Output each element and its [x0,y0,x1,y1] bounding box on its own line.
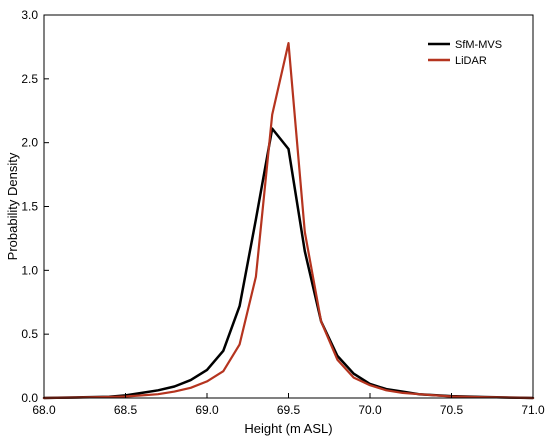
x-tick-label: 69.5 [277,403,301,417]
y-tick-label: 0.5 [21,327,38,341]
legend-label: SfM-MVS [455,39,502,51]
y-tick-label: 0.0 [21,391,38,405]
plot-marks [42,41,535,400]
series-line-sfm-mvs [42,127,535,400]
x-tick-label: 68.5 [114,403,138,417]
y-axis-label: Probability Density [5,152,20,260]
series-line-lidar [42,41,535,400]
x-axis-ticks: 68.0 68.5 69.0 69.5 70.0 70.5 71.0 [32,393,545,417]
x-tick-label: 70.5 [440,403,464,417]
y-tick-label: 1.0 [21,263,38,277]
y-axis-ticks: 0.0 0.5 1.0 1.5 2.0 2.5 3.0 [21,8,49,405]
y-tick-label: 1.5 [21,200,38,214]
x-tick-label: 68.0 [32,403,56,417]
x-tick-label: 70.0 [358,403,382,417]
x-axis-label: Height (m ASL) [244,421,332,436]
y-tick-label: 2.0 [21,136,38,150]
legend: SfM-MVS LiDAR [428,39,502,67]
x-tick-label: 69.0 [195,403,219,417]
x-tick-label: 71.0 [521,403,545,417]
y-tick-label: 3.0 [21,8,38,22]
plot-frame [43,14,534,399]
legend-label: LiDAR [455,55,487,67]
y-tick-label: 2.5 [21,72,38,86]
